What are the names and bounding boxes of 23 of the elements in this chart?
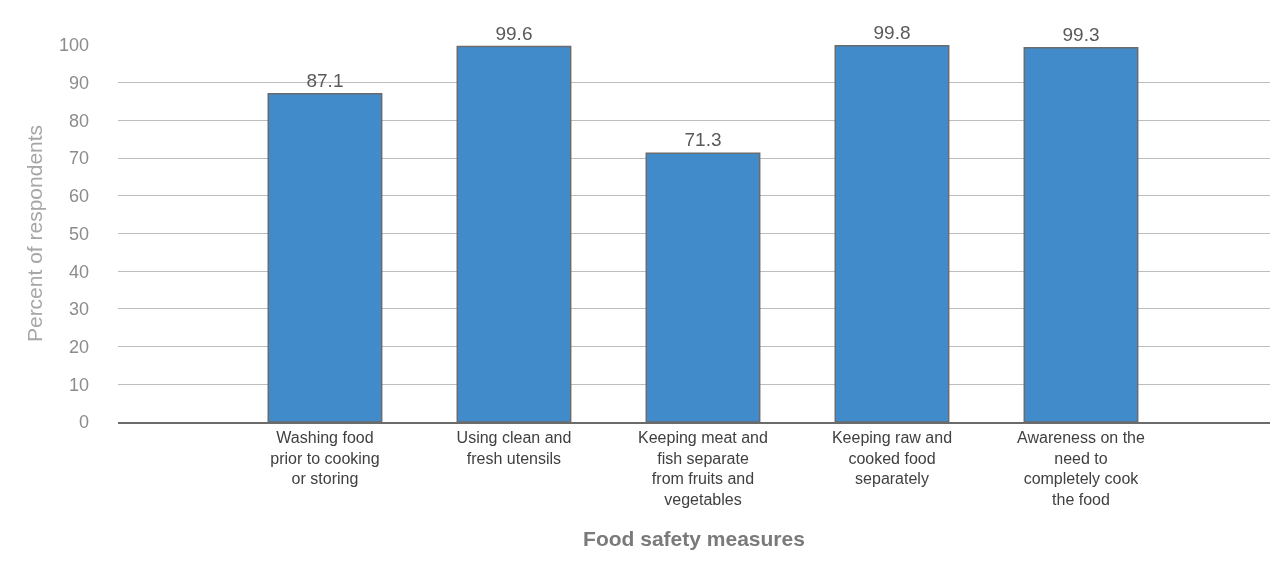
x-tick-label: Washing food prior to cooking or storing [270,428,380,488]
y-tick-label: 90 [68,73,89,93]
data-label: 99.8 [873,21,911,43]
y-tick-label: 10 [68,374,89,395]
y-tick-label: 60 [68,186,89,207]
y-tick-label: 0 [78,412,89,433]
y-tick-label: 40 [68,261,89,282]
y-tick-label: 100 [58,35,89,56]
y-tick-label: 30 [68,299,89,320]
x-tick-label: Keeping meat and fish separate from fruits and vegetables [638,428,768,509]
x-tick-label: Keeping raw and cooked food separately [831,428,953,488]
data-label: 99.6 [495,22,533,44]
data-label: 99.3 [1062,23,1100,45]
x-axis-title: Food safety measures [583,527,805,551]
x-tick-label: Using clean and fresh utensils [456,428,572,467]
x-tick-label: Awareness on the need to completely cook the food [1017,428,1145,509]
y-axis-title: Percent of respondents [23,124,47,343]
y-tick-label: 20 [68,336,89,357]
y-tick-label: 70 [68,148,89,169]
y-tick-label: 80 [68,110,89,131]
data-label: 87.1 [306,69,344,91]
y-tick-label: 50 [68,223,89,244]
data-label: 71.3 [684,129,722,151]
